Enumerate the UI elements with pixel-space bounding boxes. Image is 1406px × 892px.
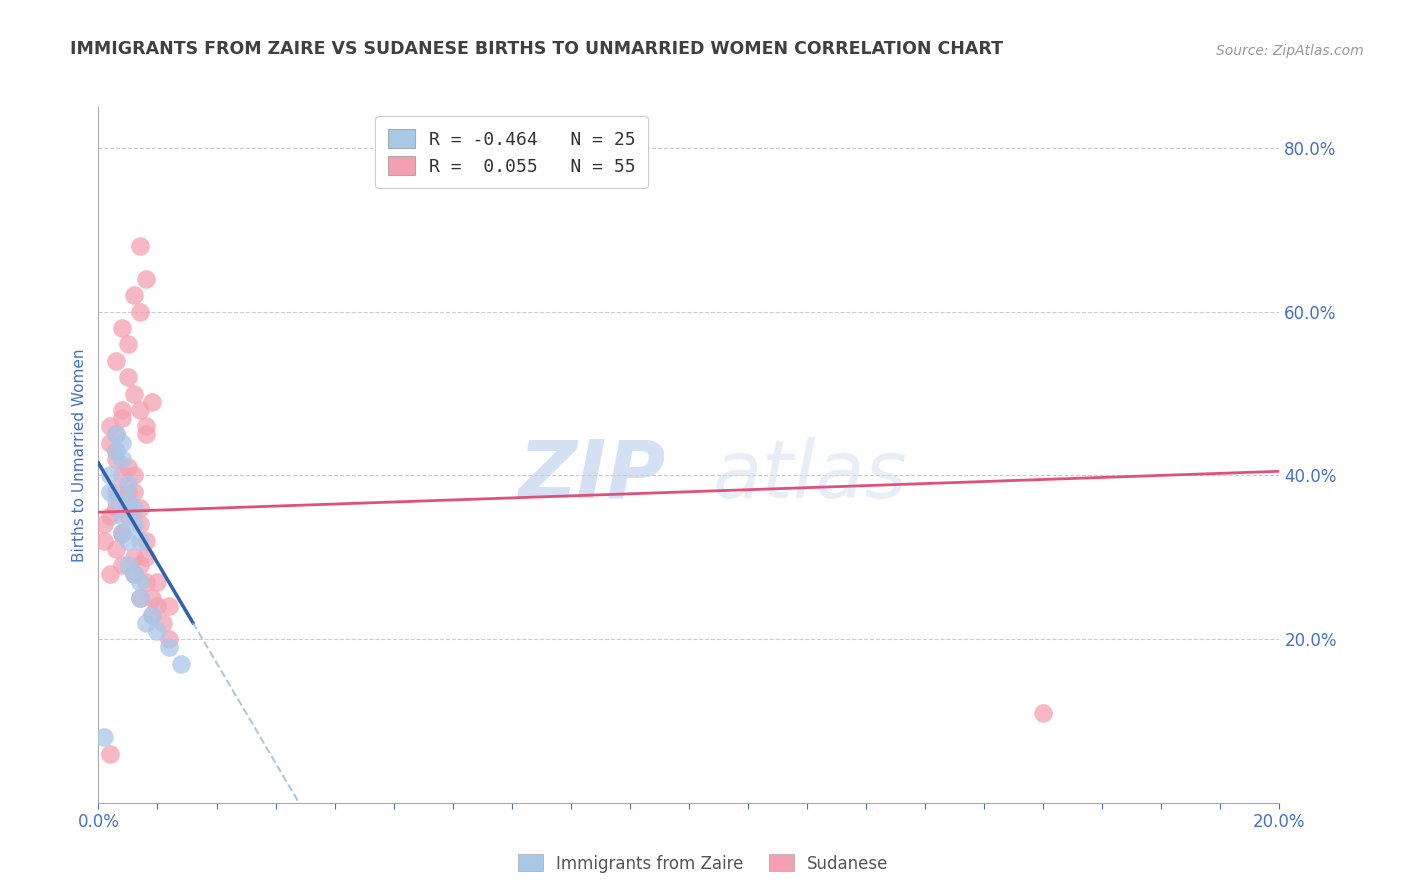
Point [117, 533, 139, 548]
Point [128, 304, 150, 318]
Point [122, 517, 145, 532]
Point [98, 566, 121, 581]
Point [98, 747, 121, 761]
Point [111, 525, 134, 540]
Point [111, 411, 134, 425]
Point [122, 386, 145, 401]
Point [146, 599, 169, 614]
Legend: R = -0.464   N = 25, R =  0.055   N = 55: R = -0.464 N = 25, R = 0.055 N = 55 [375, 116, 648, 188]
Point [1032, 706, 1054, 720]
Point [141, 591, 163, 606]
Point [93, 533, 115, 548]
Point [117, 484, 139, 499]
Point [141, 607, 163, 622]
Point [128, 517, 150, 532]
Point [98, 435, 121, 450]
Legend: Immigrants from Zaire, Sudanese: Immigrants from Zaire, Sudanese [512, 847, 894, 880]
Point [111, 525, 134, 540]
Point [98, 509, 121, 524]
Point [117, 492, 139, 507]
Point [117, 370, 139, 384]
Point [105, 542, 128, 557]
Point [111, 321, 134, 335]
Point [105, 443, 128, 458]
Point [122, 566, 145, 581]
Point [105, 353, 128, 368]
Point [135, 533, 157, 548]
Point [128, 239, 150, 253]
Point [93, 731, 115, 745]
Point [105, 501, 128, 516]
Text: Source: ZipAtlas.com: Source: ZipAtlas.com [1216, 44, 1364, 58]
Point [111, 525, 134, 540]
Point [141, 394, 163, 409]
Point [128, 558, 150, 573]
Text: IMMIGRANTS FROM ZAIRE VS SUDANESE BIRTHS TO UNMARRIED WOMEN CORRELATION CHART: IMMIGRANTS FROM ZAIRE VS SUDANESE BIRTHS… [70, 40, 1004, 58]
Point [111, 452, 134, 467]
Point [128, 501, 150, 516]
Point [157, 599, 180, 614]
Point [122, 566, 145, 581]
Point [122, 288, 145, 302]
Point [141, 607, 163, 622]
Point [117, 337, 139, 351]
Point [157, 640, 180, 655]
Point [117, 501, 139, 516]
Point [93, 517, 115, 532]
Point [146, 624, 169, 638]
Point [122, 484, 145, 499]
Point [105, 427, 128, 442]
Point [128, 574, 150, 589]
Point [117, 558, 139, 573]
Point [122, 501, 145, 516]
Point [135, 550, 157, 565]
Point [98, 419, 121, 434]
Point [135, 615, 157, 630]
Point [122, 468, 145, 483]
Text: atlas: atlas [713, 437, 907, 515]
Point [111, 435, 134, 450]
Point [98, 468, 121, 483]
Point [170, 657, 193, 671]
Point [105, 452, 128, 467]
Point [128, 591, 150, 606]
Y-axis label: Births to Unmarried Women: Births to Unmarried Women [72, 348, 87, 562]
Point [135, 427, 157, 442]
Point [122, 550, 145, 565]
Point [135, 272, 157, 286]
Point [105, 443, 128, 458]
Point [105, 484, 128, 499]
Point [117, 509, 139, 524]
Point [128, 403, 150, 417]
Point [128, 591, 150, 606]
Point [111, 403, 134, 417]
Point [98, 484, 121, 499]
Point [111, 558, 134, 573]
Text: ZIP: ZIP [517, 437, 665, 515]
Point [111, 509, 134, 524]
Point [157, 632, 180, 646]
Point [117, 460, 139, 475]
Point [105, 492, 128, 507]
Point [146, 574, 169, 589]
Point [105, 427, 128, 442]
Point [135, 419, 157, 434]
Point [117, 476, 139, 491]
Point [111, 468, 134, 483]
Point [135, 574, 157, 589]
Point [152, 615, 174, 630]
Point [128, 533, 150, 548]
